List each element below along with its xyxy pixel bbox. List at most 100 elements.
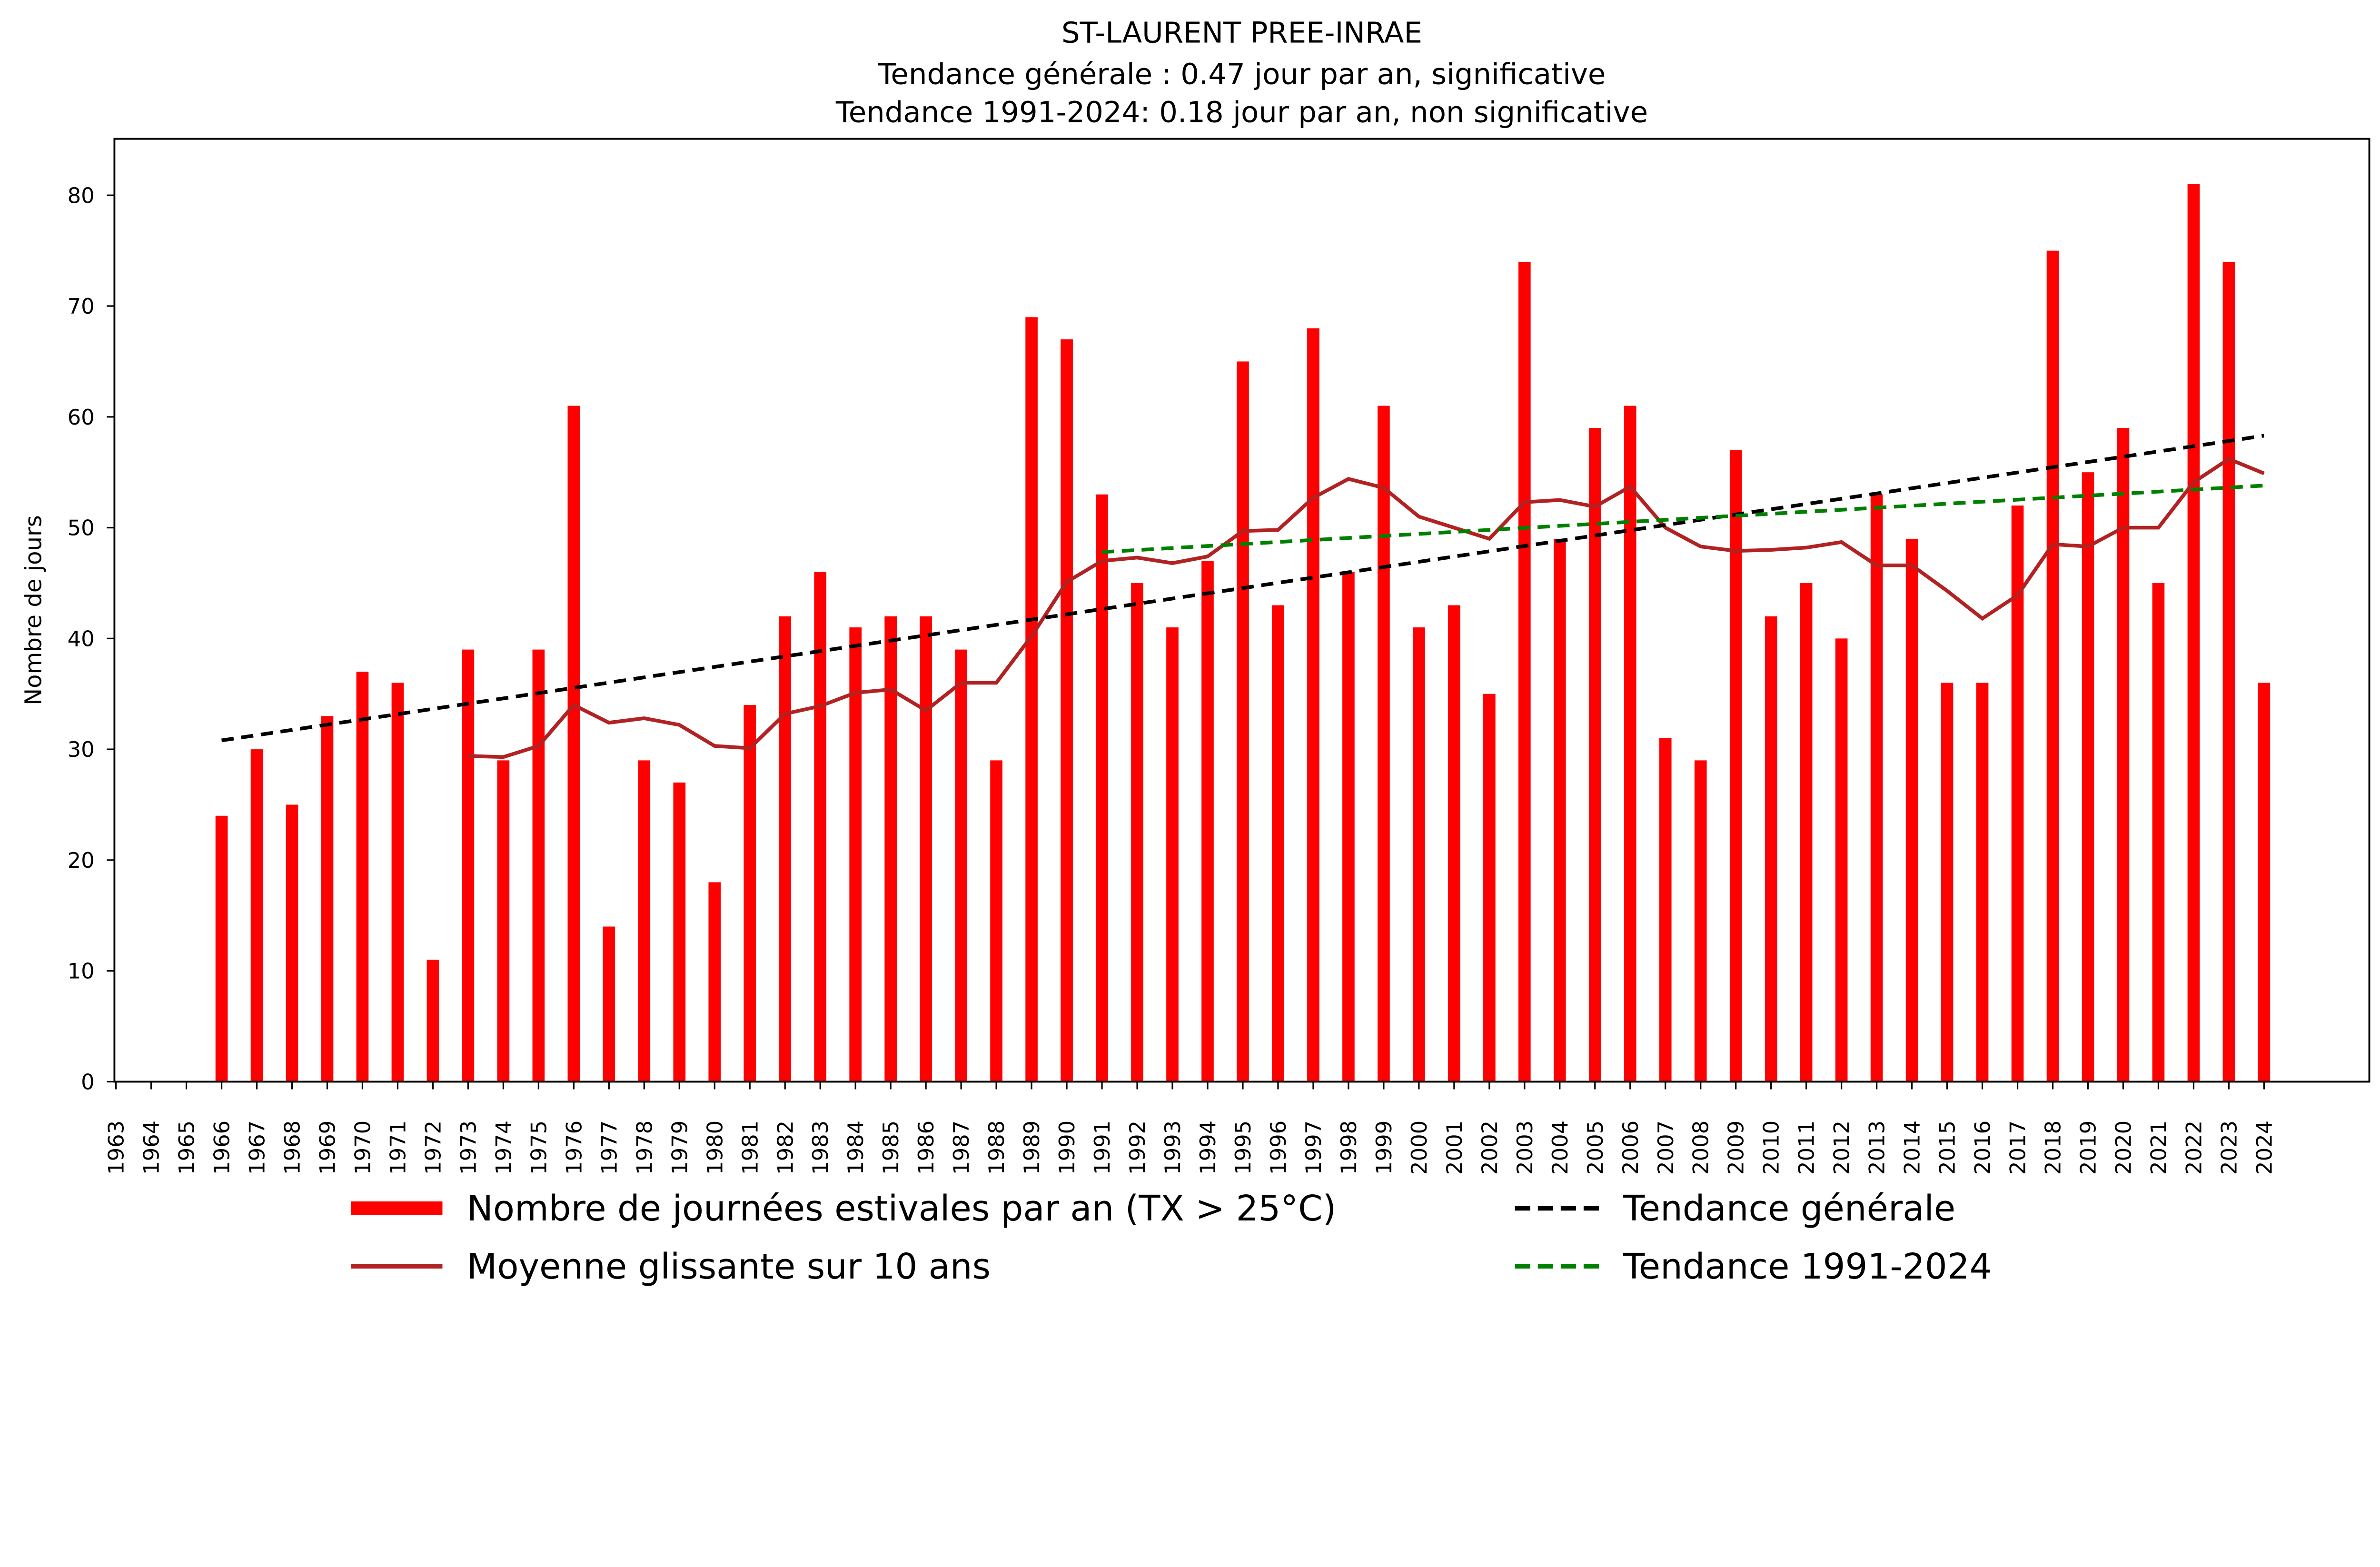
chart-subtitle-recent: Tendance 1991-2024: 0.18 jour par an, no…: [835, 95, 1648, 129]
bar-2003: [1518, 261, 1531, 1082]
bar-2008: [1694, 760, 1707, 1082]
bar-1966: [215, 815, 228, 1082]
x-tick-label: 2003: [1512, 1121, 1537, 1175]
bar-1998: [1342, 572, 1355, 1082]
bar-1986: [920, 616, 932, 1082]
bar-2007: [1659, 738, 1672, 1082]
bar-2005: [1588, 428, 1601, 1082]
legend-label-bars: Nombre de journées estivales par an (TX …: [467, 1189, 1337, 1229]
x-tick-label: 1996: [1266, 1121, 1291, 1175]
x-tick-label: 1987: [949, 1121, 974, 1175]
x-tick-label: 1990: [1054, 1121, 1080, 1175]
bar-2009: [1729, 450, 1742, 1082]
x-tick-label: 1971: [385, 1121, 410, 1175]
bar-2012: [1835, 638, 1848, 1082]
legend: Nombre de journées estivales par an (TX …: [351, 1189, 1992, 1287]
x-tick-label: 2021: [2146, 1121, 2171, 1175]
x-tick-label: 1997: [1301, 1121, 1326, 1175]
y-tick-label: 80: [68, 183, 95, 208]
x-tick-label: 2008: [1688, 1121, 1714, 1175]
bar-1979: [673, 782, 686, 1082]
x-tick-label: 1964: [139, 1121, 164, 1175]
x-tick-label: 2023: [2216, 1121, 2241, 1175]
recent-trend-line: [1101, 484, 2264, 554]
bar-1989: [1025, 317, 1038, 1082]
x-tick-label: 2007: [1653, 1121, 1678, 1175]
bar-2023: [2222, 261, 2235, 1082]
bar-2013: [1870, 494, 1883, 1082]
bar-2010: [1765, 616, 1777, 1082]
legend-label-recent-trend: Tendance 1991-2024: [1623, 1247, 1992, 1287]
x-tick-label: 2015: [1935, 1121, 1960, 1175]
bar-1968: [286, 804, 298, 1082]
bar-2002: [1483, 694, 1496, 1082]
bar-2006: [1624, 406, 1636, 1082]
bar-2015: [1941, 683, 1954, 1082]
x-tick-label: 2019: [2076, 1121, 2101, 1175]
x-tick-label: 1980: [702, 1121, 727, 1175]
x-tick-label: 1963: [104, 1121, 129, 1175]
x-tick-label: 1966: [209, 1121, 235, 1175]
chart: ST-LAURENT PREE-INRAE Tendance générale …: [0, 0, 2380, 1318]
bar-2017: [2011, 506, 2024, 1082]
x-tick-label: 1970: [350, 1121, 375, 1175]
bar-2024: [2258, 683, 2271, 1082]
x-tick-label: 1992: [1125, 1121, 1150, 1175]
bar-2020: [2117, 428, 2130, 1082]
bar-2022: [2187, 184, 2200, 1082]
chart-subtitle-general: Tendance générale : 0.47 jour par an, si…: [878, 57, 1606, 91]
bar-1990: [1061, 339, 1073, 1082]
background: [0, 0, 2380, 1318]
bar-2018: [2046, 250, 2059, 1082]
x-tick-label: 1973: [456, 1121, 481, 1175]
x-tick-label: 2000: [1407, 1121, 1432, 1175]
bar-1999: [1378, 406, 1390, 1082]
x-tick-label: 2002: [1477, 1121, 1502, 1175]
bar-1983: [814, 572, 827, 1082]
bar-1995: [1237, 361, 1249, 1082]
general-trend-line: [221, 434, 2264, 743]
y-tick-label: 20: [68, 848, 95, 873]
y-tick-label: 40: [68, 626, 95, 651]
y-tick-label: 0: [81, 1069, 95, 1094]
bar-1975: [532, 649, 545, 1082]
x-tick-label: 2012: [1829, 1121, 1854, 1175]
x-tick-label: 1967: [245, 1121, 270, 1175]
x-tick-label: 2013: [1864, 1121, 1890, 1175]
x-tick-label: 1985: [878, 1121, 903, 1175]
x-tick-label: 1978: [632, 1121, 657, 1175]
x-tick-label: 1976: [561, 1121, 586, 1175]
x-tick-label: 2018: [2041, 1121, 2066, 1175]
x-tick-label: 1988: [984, 1121, 1009, 1175]
x-tick-label: 2011: [1794, 1121, 1819, 1175]
x-tick-label: 1969: [315, 1121, 340, 1175]
bar-1981: [744, 705, 756, 1082]
y-tick-label: 10: [68, 959, 95, 984]
x-tick-label: 1979: [667, 1121, 692, 1175]
x-tick-label: 1983: [808, 1121, 833, 1175]
x-tick-label: 2014: [1900, 1121, 1925, 1175]
x-tick-label: 2022: [2181, 1121, 2206, 1175]
legend-label-moving-average: Moyenne glissante sur 10 ans: [467, 1247, 991, 1287]
x-tick-label: 1974: [491, 1121, 516, 1175]
x-tick-label: 2004: [1547, 1121, 1573, 1175]
x-tick-label: 1984: [843, 1121, 868, 1175]
x-tick-label: 2001: [1442, 1121, 1467, 1175]
bar-1974: [497, 760, 510, 1082]
x-tick-label: 1986: [913, 1121, 939, 1175]
x-tick-label: 1994: [1195, 1121, 1220, 1175]
bar-1982: [779, 616, 792, 1082]
x-tick-label: 2005: [1583, 1121, 1608, 1175]
x-tick-label: 1993: [1160, 1121, 1185, 1175]
x-tick-label: 1982: [773, 1121, 798, 1175]
x-tick-label: 1995: [1230, 1121, 1256, 1175]
x-tick-label: 1975: [526, 1121, 551, 1175]
x-tick-label: 1977: [596, 1121, 622, 1175]
bar-1978: [638, 760, 651, 1082]
chart-title: ST-LAURENT PREE-INRAE: [1061, 16, 1422, 50]
bar-2014: [1905, 538, 1918, 1082]
y-tick-label: 50: [68, 516, 95, 541]
bar-2021: [2152, 583, 2165, 1082]
moving-average-line: [468, 456, 2265, 759]
x-tick-label: 1968: [280, 1121, 305, 1175]
